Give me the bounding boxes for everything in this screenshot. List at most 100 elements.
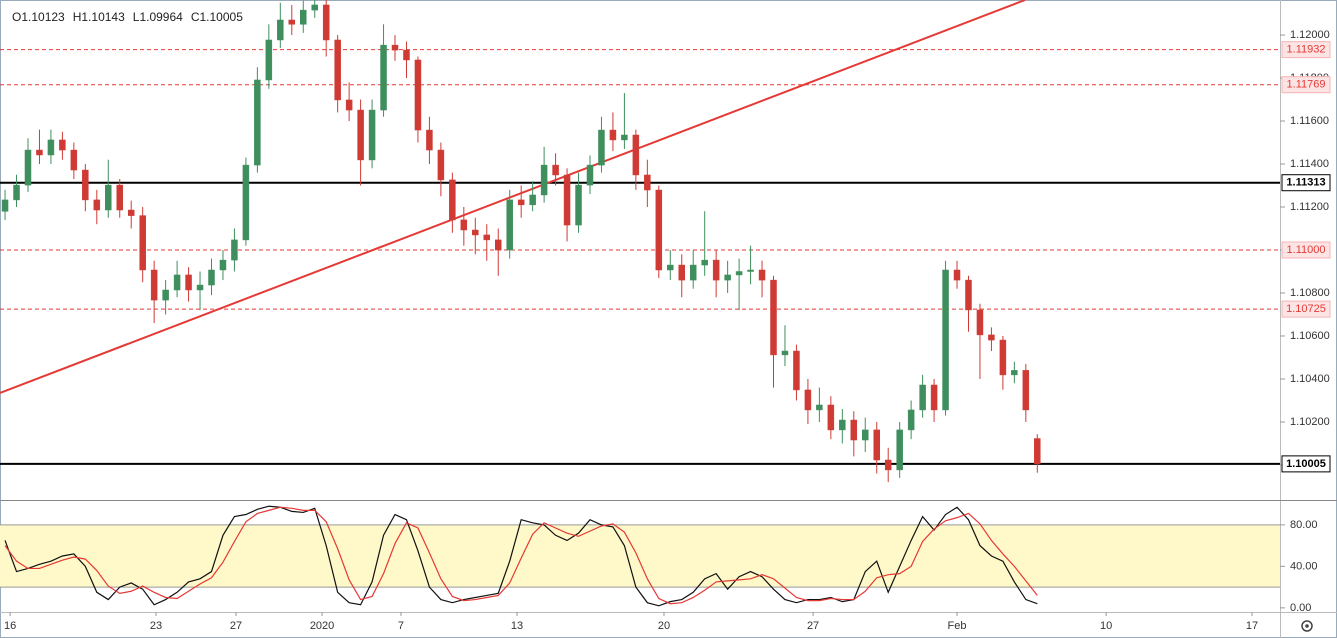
candle-body [839, 419, 846, 431]
candle-body [517, 199, 525, 206]
ohlc-legend: O1.10123 H1.10143 L1.09964 C1.10005 [12, 10, 251, 24]
candle-body [552, 164, 559, 176]
x-tick-label: 7 [398, 620, 404, 632]
candle-body [793, 350, 800, 391]
candle-body [506, 199, 513, 251]
level-label: 1.11769 [1287, 79, 1326, 91]
candle-body [265, 39, 273, 81]
candle-body [93, 199, 101, 211]
x-tick-label: 27 [230, 620, 242, 632]
candle-body [127, 209, 135, 216]
trend-line [0, 0, 1026, 394]
x-tick-label: 23 [150, 620, 162, 632]
candle-body [288, 19, 296, 25]
level-label: 1.11000 [1287, 244, 1326, 256]
y-tick-label: 1.12000 [1290, 29, 1330, 41]
candle-body [540, 164, 548, 196]
x-tick-label: 2020 [310, 620, 334, 632]
candle-body [334, 39, 341, 101]
stoch-line [4, 505, 1038, 607]
candle-body [300, 9, 307, 25]
x-tick-label: 13 [511, 620, 523, 632]
candle-body [850, 419, 858, 441]
candle-body [116, 184, 123, 211]
level-label-box [1281, 300, 1331, 318]
candle-body [621, 134, 628, 141]
candle-body [712, 259, 720, 281]
candle-body [804, 389, 812, 411]
candle-body [598, 129, 605, 166]
close-label: C1.10005 [190, 10, 243, 24]
y-tick-label: 1.11400 [1290, 158, 1329, 170]
candle-body [873, 429, 880, 461]
candle-body [942, 269, 949, 411]
candle-body [82, 169, 89, 201]
candle-body [449, 179, 456, 221]
x-tick-label: 27 [807, 620, 819, 632]
candle-body [884, 459, 892, 471]
y-tick-label: 1.10200 [1290, 416, 1330, 428]
candle-body [953, 269, 961, 281]
candle-body [472, 229, 479, 236]
level-label: 1.11932 [1287, 44, 1326, 56]
level-label-box [1281, 241, 1331, 259]
candle-body [827, 404, 835, 431]
candle-body [678, 264, 685, 281]
stoch-band [0, 524, 1280, 588]
level-label: 1.11313 [1286, 177, 1325, 189]
candle-body [770, 279, 777, 356]
level-label-box [1281, 76, 1331, 94]
candle-body [208, 269, 215, 286]
candle-body [907, 409, 915, 431]
y-tick-label: 1.10400 [1290, 373, 1330, 385]
high-label: H1.10143 [72, 10, 125, 24]
candle-body [196, 284, 204, 291]
candle-body [862, 429, 869, 441]
candle-body [529, 194, 536, 206]
candle-body [632, 134, 640, 176]
y-tick-label: 1.11600 [1290, 115, 1329, 127]
candle-body [747, 269, 754, 272]
y-tick-label: 1.11200 [1290, 201, 1329, 213]
level-label-box [1281, 41, 1331, 59]
candle-body [380, 44, 387, 111]
stoch-line [4, 506, 1038, 605]
candle-body [322, 4, 330, 41]
y-tick-label: 1.10600 [1290, 330, 1330, 342]
candle-body [13, 184, 20, 201]
candle-body [242, 164, 250, 241]
candle-body [781, 350, 789, 356]
candle-body [896, 429, 903, 471]
candle-body [1034, 438, 1041, 465]
candle-body [930, 384, 938, 411]
candle-body [1011, 370, 1018, 376]
candle-body [609, 129, 617, 141]
level-label-box [1281, 174, 1331, 192]
candle-body [563, 174, 571, 226]
candle-body [724, 274, 731, 281]
candle-body [976, 309, 984, 336]
candle-body [575, 184, 582, 226]
candle-body [667, 264, 674, 271]
x-tick-label: 20 [658, 620, 670, 632]
candle-body [460, 219, 468, 231]
settings-icon[interactable] [1301, 620, 1313, 632]
low-label: L1.09964 [132, 10, 183, 24]
candle-body [36, 149, 43, 156]
candle-body [357, 109, 364, 161]
candle-body [403, 49, 410, 61]
x-tick-label: Feb [948, 620, 967, 632]
candle-body [919, 384, 926, 411]
y-tick-label: 1.10800 [1290, 287, 1330, 299]
level-label-box [1281, 455, 1331, 473]
candle-body [162, 289, 169, 301]
stoch-tick-label: 0.00 [1290, 602, 1311, 614]
candle-body [655, 189, 663, 271]
candle-body [758, 269, 766, 281]
stoch-tick-label: 40.00 [1290, 560, 1318, 572]
candle-body [689, 264, 697, 281]
candle-body [231, 239, 238, 261]
candle-body [414, 59, 422, 131]
candle-body [735, 271, 743, 276]
candle-body [59, 139, 66, 151]
